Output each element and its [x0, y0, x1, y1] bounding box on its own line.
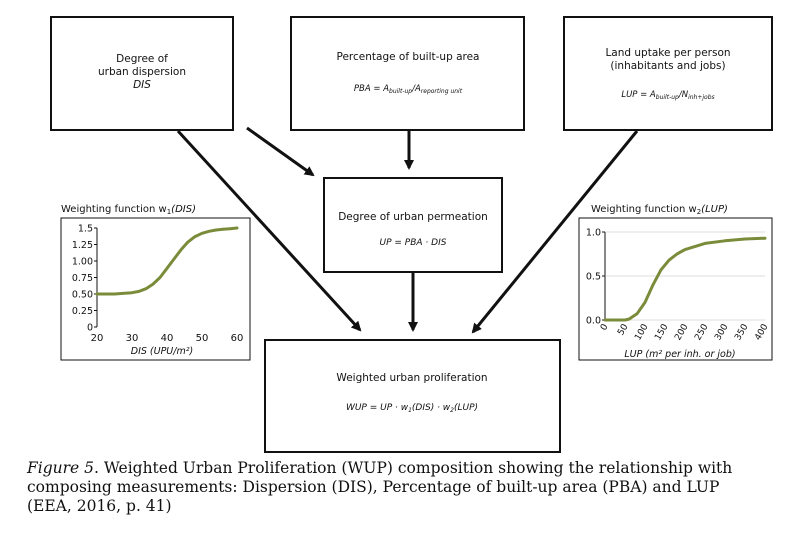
lup-formula: LUP = Abuilt-up/Ninh+jobs: [621, 90, 714, 101]
lup-formula-mid: /N: [678, 90, 689, 100]
lup-box-line1: Land uptake per person: [605, 47, 730, 59]
chart1-series-line: [95, 226, 239, 296]
chart1-axes: 0 0.25 0.50 0.75 1.00 1.25 1.5 20 30 40 50 60: [72, 224, 244, 345]
arrow-lup-to-wup: [471, 130, 639, 334]
chart1-y-tick-label: 1.00: [72, 257, 93, 268]
chart1-title-sub: 1: [167, 208, 171, 216]
lup-formula-sub1: built-up: [656, 94, 679, 101]
wup-formula-a: WUP = UP · w: [346, 403, 409, 413]
chart1-x-tick-label: 40: [161, 333, 174, 344]
chart1-y-tick-label: 0: [87, 323, 93, 334]
chart2-y-tick-label: 0.0: [586, 316, 601, 327]
caption-text: . Weighted Urban Proliferation (WUP) com…: [27, 459, 733, 515]
arrows: [176, 126, 639, 334]
chart1-y-tick-label: 0.25: [72, 306, 93, 317]
pba-formula-lhs: PBA = A: [354, 84, 389, 94]
lup-formula-lhs: LUP = A: [621, 90, 656, 100]
up-box-title: Degree of urban permeation: [338, 211, 488, 223]
chart1-title: Weighting function w1(DIS): [61, 204, 196, 216]
pba-box-title: Percentage of built-up area: [337, 51, 480, 63]
chart1-y-tick-label: 1.5: [78, 224, 93, 235]
lup-formula-sub2: inh+jobs: [688, 94, 715, 101]
lup-box: Land uptake per person (inhabitants and …: [563, 16, 773, 131]
arrow-dis-to-wup: [176, 129, 362, 332]
up-box: Degree of urban permeation UP = PBA · DI…: [323, 177, 503, 273]
caption-fig-label: Figure 5: [27, 459, 94, 477]
chart2-title-prefix: Weighting function w: [591, 204, 697, 215]
wup-formula-c: (LUP): [454, 403, 478, 413]
dis-box-symbol: DIS: [133, 79, 151, 91]
wup-box-title: Weighted urban proliferation: [336, 372, 487, 384]
chart1-x-tick-label: 20: [91, 333, 104, 344]
wup-formula-sub-b: 2: [450, 407, 454, 414]
chart2-title-sub: 2: [697, 208, 701, 216]
pba-formula-sub1: built-up: [389, 88, 412, 95]
wup-formula-sub-a: 1: [408, 407, 412, 414]
wup-formula: WUP = UP · w1(DIS) · w2(LUP): [346, 403, 478, 414]
dis-box: Degree of urban dispersion DIS: [50, 16, 234, 131]
pba-box: Percentage of built-up area PBA = Abuilt…: [290, 16, 525, 131]
chart1-title-arg: (DIS): [171, 204, 196, 215]
wup-box: Weighted urban proliferation WUP = UP · …: [264, 339, 561, 453]
chart1-x-tick-label: 60: [231, 333, 244, 344]
dis-box-line1: Degree of: [116, 53, 168, 65]
chart-w2-lup: Weighting function w2(LUP) 0.00.51.00 50 1…: [578, 204, 773, 361]
pba-formula: PBA = Abuilt-up/Areporting unit: [354, 84, 463, 95]
chart-w1-dis: Weighting function w1(DIS) 0 0.25 0.50 0.75…: [60, 204, 251, 361]
chart1-xlabel: DIS (UPU/m²): [131, 346, 193, 357]
chart1-y-tick-label: 1.25: [72, 240, 93, 251]
wup-formula-b: (DIS) · w: [412, 403, 451, 413]
chart2-y-tick-label: 1.0: [586, 228, 601, 239]
lup-box-line2: (inhabitants and jobs): [610, 60, 725, 72]
chart1-title-prefix: Weighting function w: [61, 204, 167, 215]
pba-formula-sub2: reporting unit: [421, 88, 463, 95]
chart1-x-tick-label: 30: [126, 333, 139, 344]
chart2-y-tick-label: 0.5: [586, 272, 601, 283]
chart2-x-tick-label: 0: [599, 322, 611, 332]
chart2-series-line: [603, 236, 767, 322]
chart1-x-tick-label: 50: [196, 333, 209, 344]
chart2-xlabel: LUP (m² per inh. or job): [624, 349, 735, 360]
chart2-title-arg: (LUP): [701, 204, 728, 215]
chart2-title: Weighting function w2(LUP): [591, 204, 728, 216]
chart1-y-tick-label: 0.75: [72, 273, 93, 284]
dis-box-line2: urban dispersion: [98, 66, 186, 78]
chart1-y-tick-label: 0.50: [72, 290, 93, 301]
figure-caption: Figure 5. Weighted Urban Proliferation (…: [27, 459, 767, 516]
arrow-dis-to-up: [246, 126, 315, 177]
pba-formula-mid: /A: [411, 84, 421, 94]
up-box-formula: UP = PBA · DIS: [380, 238, 447, 248]
